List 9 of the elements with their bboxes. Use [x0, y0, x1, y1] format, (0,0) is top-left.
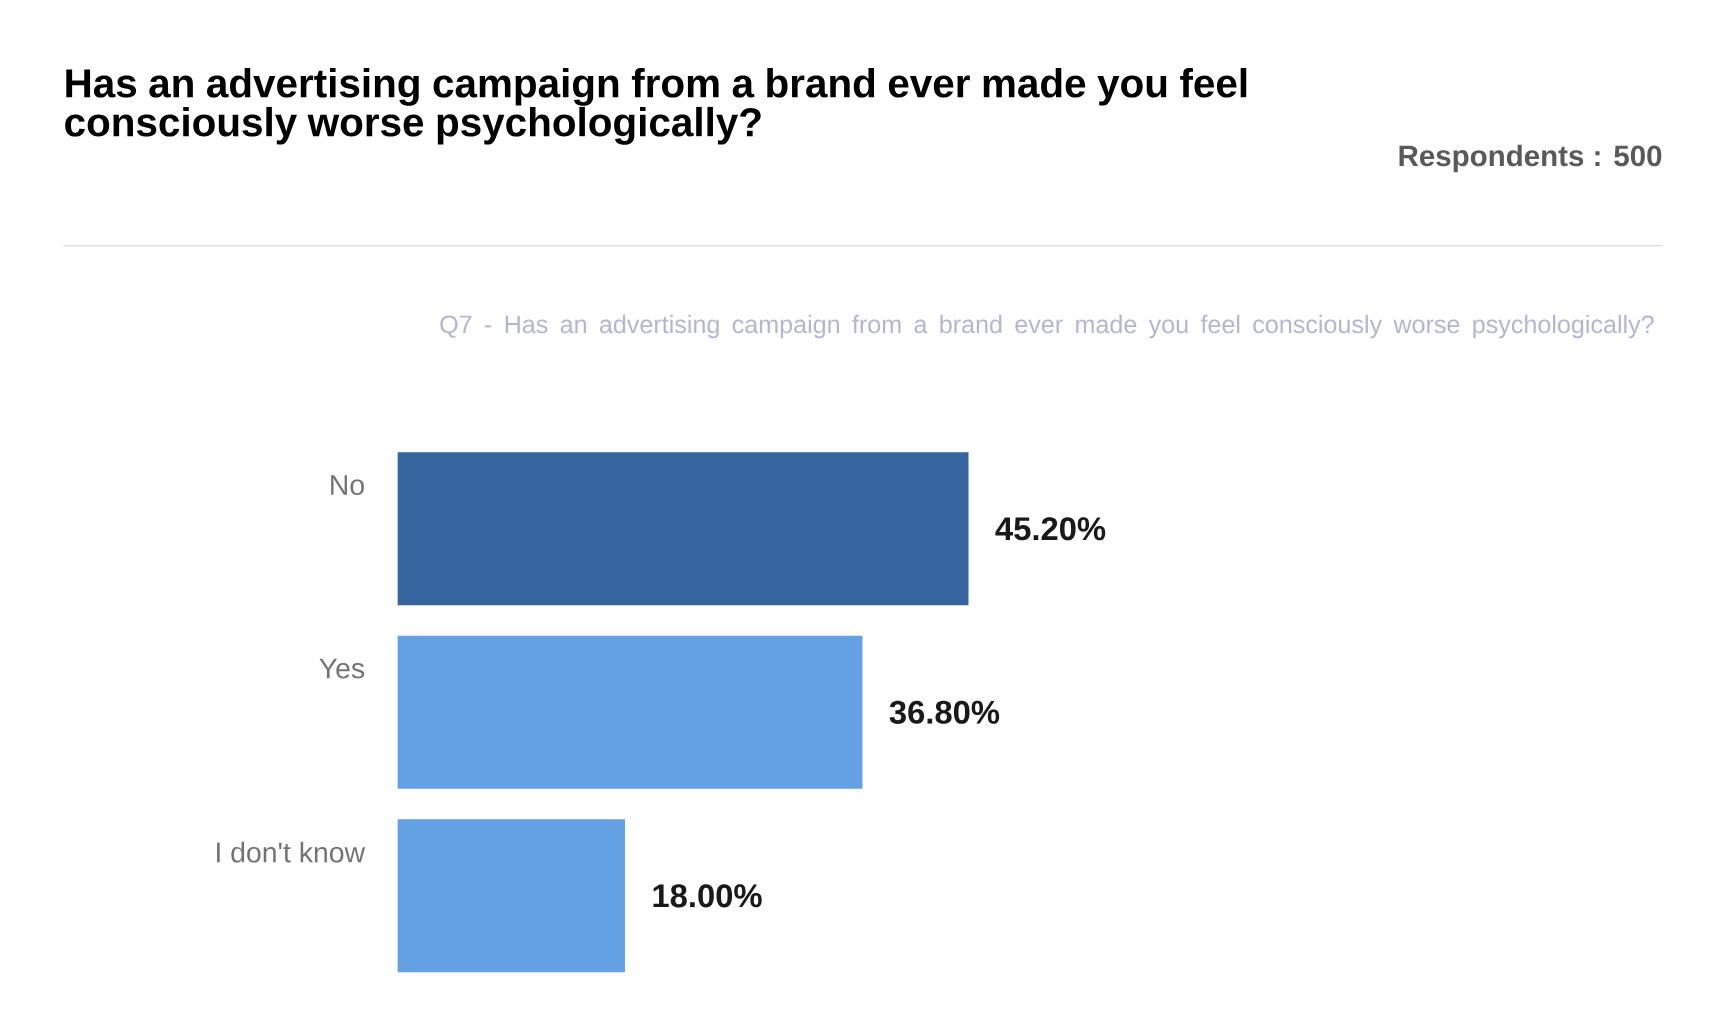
data-label: 36.80%: [889, 700, 1000, 724]
chart-title: Has an advertising campaign from a brand ever made you feel consciously worse psychologically?: [65, 67, 1247, 145]
y-tick-label: I don't know: [217, 841, 366, 863]
data-label: 18.00%: [653, 884, 762, 908]
text: Respondents : 500: [1399, 144, 1662, 172]
y-tick-label: No: [331, 474, 364, 495]
data-label: 45.20%: [995, 516, 1106, 541]
text: Q7 - Has an advertising campaign from a brand ever made you feel consciously worse psychologically?: [440, 314, 1654, 339]
y-tick-label: Yes: [319, 658, 365, 679]
